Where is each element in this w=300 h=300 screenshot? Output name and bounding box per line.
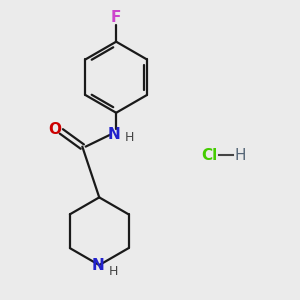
Text: H: H	[124, 131, 134, 144]
Text: H: H	[109, 265, 118, 278]
Text: N: N	[108, 127, 121, 142]
Text: O: O	[49, 122, 62, 137]
Text: H: H	[235, 148, 246, 163]
Text: Cl: Cl	[201, 148, 217, 163]
Text: F: F	[111, 10, 121, 25]
Text: N: N	[91, 258, 104, 273]
